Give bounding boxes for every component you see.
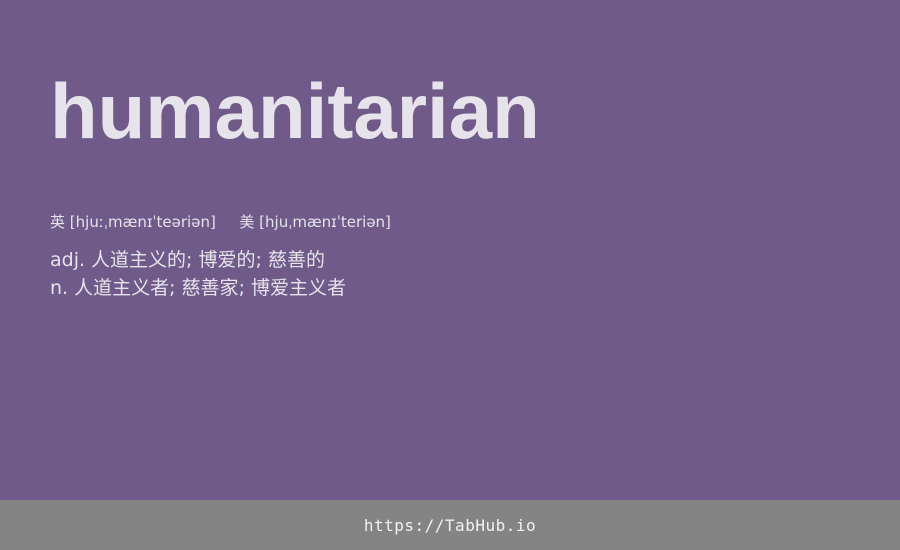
- us-phonetic: [hjuˌmænɪˈteriən]: [259, 213, 391, 231]
- uk-label: 英: [50, 213, 66, 231]
- us-label: 美: [239, 213, 255, 231]
- definitions: adj. 人道主义的; 博爱的; 慈善的 n. 人道主义者; 慈善家; 博爱主义…: [50, 246, 346, 302]
- headword: humanitarian: [50, 67, 540, 155]
- definition-noun: n. 人道主义者; 慈善家; 博爱主义者: [50, 277, 347, 299]
- uk-phonetic: [hjuːˌmænɪˈteəriən]: [69, 213, 216, 231]
- phonetics-row: 英 [hjuːˌmænɪˈteəriən] 美 [hjuˌmænɪˈteriən…: [50, 212, 391, 232]
- footer-link[interactable]: https://TabHub.io: [363, 515, 537, 535]
- footer-bar: https://TabHub.io: [0, 500, 900, 550]
- definition-adjective: adj. 人道主义的; 博爱的; 慈善的: [50, 249, 325, 271]
- word-card: humanitarian 英 [hjuːˌmænɪˈteəriən] 美 [hj…: [50, 67, 540, 302]
